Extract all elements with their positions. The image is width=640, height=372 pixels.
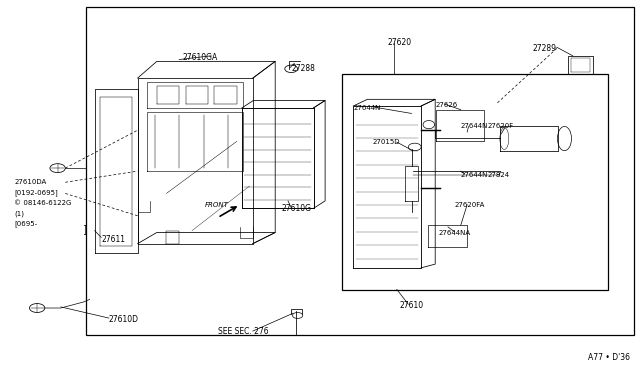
Text: 27015D: 27015D — [372, 139, 400, 145]
Text: ]: ] — [83, 224, 88, 234]
Text: 27626: 27626 — [435, 102, 458, 108]
Text: FRONT: FRONT — [205, 202, 228, 208]
Text: 27288: 27288 — [291, 64, 315, 73]
Text: 27610D: 27610D — [109, 315, 139, 324]
Text: SEE SEC. 276: SEE SEC. 276 — [218, 327, 268, 336]
Text: 27610G: 27610G — [282, 204, 312, 213]
Text: 27610GA: 27610GA — [182, 53, 218, 62]
Text: 27611: 27611 — [101, 235, 125, 244]
Bar — [86, 7, 634, 335]
Text: 27644N: 27644N — [461, 172, 488, 178]
Bar — [342, 74, 608, 290]
Text: 27644N: 27644N — [354, 105, 381, 111]
Text: 27644N: 27644N — [461, 124, 488, 129]
Text: 27824: 27824 — [488, 172, 510, 178]
Text: [0192-0695]: [0192-0695] — [14, 189, 58, 196]
Text: 27620: 27620 — [387, 38, 412, 47]
Text: © 08146-6122G: © 08146-6122G — [14, 200, 72, 206]
Text: (1): (1) — [14, 210, 24, 217]
Text: 27610DA: 27610DA — [14, 179, 46, 185]
Text: 27644NA: 27644NA — [438, 230, 470, 235]
Text: 27610: 27610 — [400, 301, 424, 310]
Text: 27620F: 27620F — [488, 124, 514, 129]
Text: [0695-: [0695- — [14, 221, 37, 227]
Text: 27620FA: 27620FA — [454, 202, 484, 208]
Text: A77 • D'36: A77 • D'36 — [588, 353, 630, 362]
Text: 27289: 27289 — [532, 44, 557, 53]
